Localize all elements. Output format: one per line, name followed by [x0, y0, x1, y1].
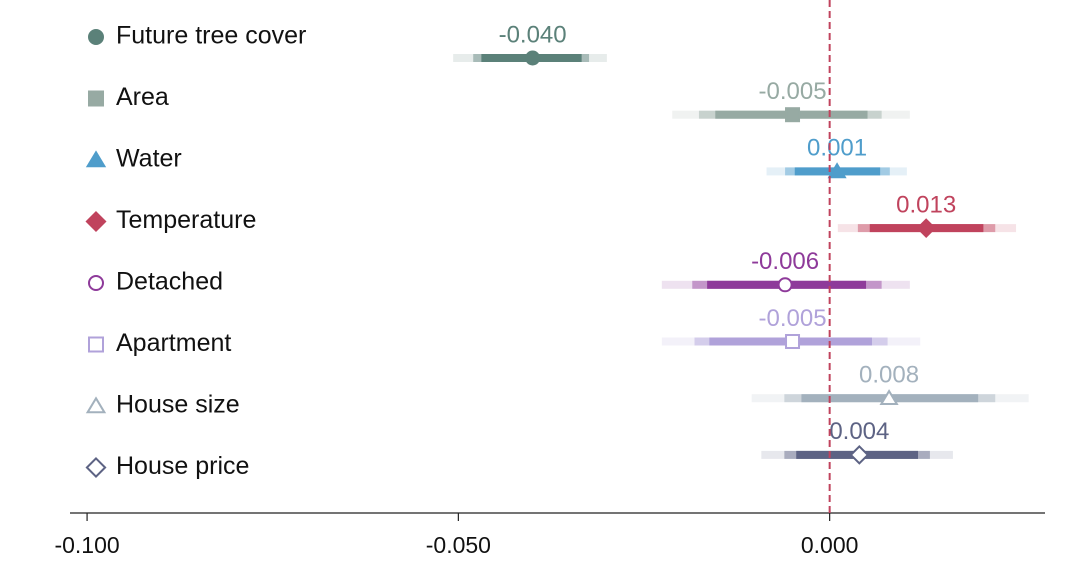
legend-label: House size: [116, 391, 240, 419]
value-label: 0.004: [829, 418, 889, 445]
point-estimate: [525, 50, 541, 66]
legend-marker: [88, 29, 104, 45]
point-estimate: [777, 277, 793, 293]
value-label: -0.005: [758, 305, 826, 332]
legend-label: Apartment: [116, 329, 231, 357]
legend-marker: [85, 456, 107, 479]
point-estimate: [785, 107, 801, 123]
legend-label: Detached: [116, 268, 223, 296]
value-label: 0.001: [807, 135, 867, 162]
legend-marker: [88, 336, 104, 353]
value-label: -0.040: [499, 21, 567, 48]
x-tick-label: -0.050: [426, 532, 491, 558]
legend-marker: [88, 90, 104, 107]
point-estimate: [827, 162, 847, 179]
legend-marker: [85, 396, 107, 414]
point-estimate: [785, 334, 801, 349]
value-label: -0.005: [758, 78, 826, 105]
legend-label: Area: [116, 83, 169, 111]
point-estimate: [879, 389, 899, 406]
legend-label: Future tree cover: [116, 22, 306, 50]
value-label: -0.006: [751, 248, 819, 275]
legend-label: House price: [116, 452, 249, 480]
legend-marker: [85, 210, 107, 233]
point-estimate: [849, 445, 870, 465]
legend-label: Temperature: [116, 206, 256, 234]
x-tick-label: -0.100: [54, 532, 119, 558]
x-tick-label: 0.000: [801, 532, 859, 558]
value-label: 0.013: [896, 191, 956, 218]
point-estimate: [916, 218, 937, 238]
value-label: 0.008: [859, 362, 919, 389]
legend-marker: [88, 275, 104, 291]
legend-marker: [85, 150, 107, 168]
legend-label: Water: [116, 145, 182, 173]
